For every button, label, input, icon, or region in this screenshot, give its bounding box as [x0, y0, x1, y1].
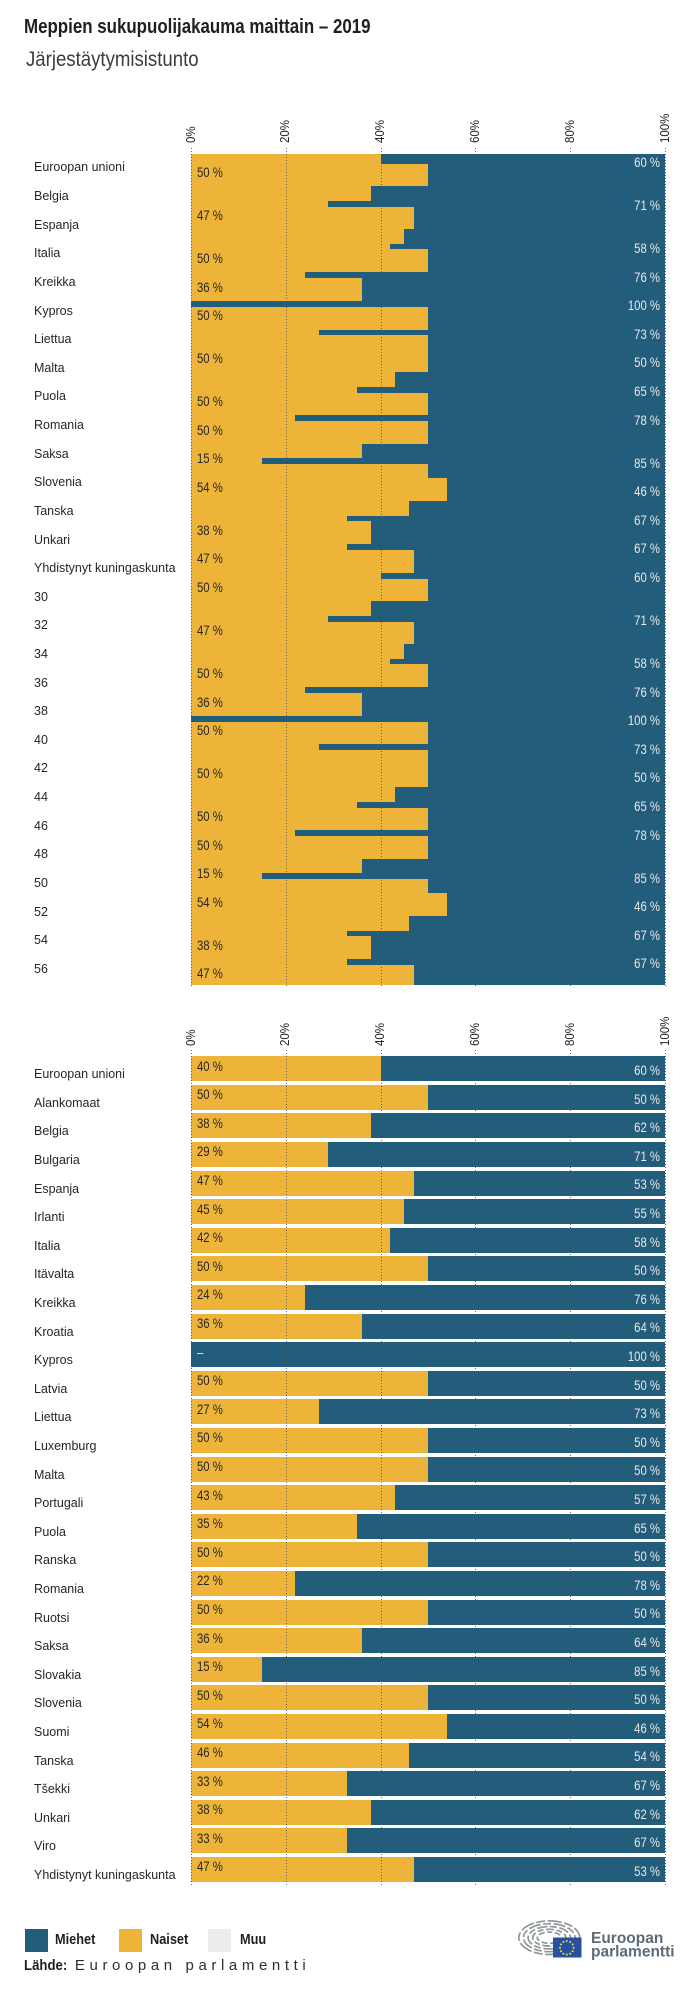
svg-text:parlamentti: parlamentti — [591, 1944, 675, 1961]
svg-text:Euroopan: Euroopan — [591, 1930, 663, 1947]
